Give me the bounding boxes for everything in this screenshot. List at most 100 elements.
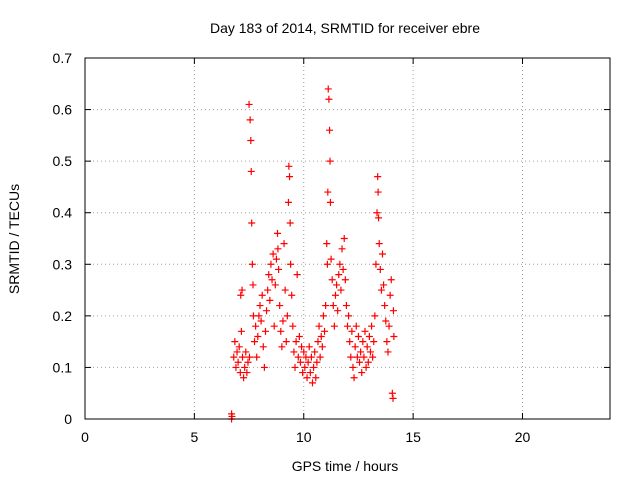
data-point bbox=[309, 379, 316, 387]
data-point bbox=[377, 286, 385, 294]
data-point bbox=[248, 219, 256, 227]
data-point bbox=[284, 198, 292, 206]
data-point bbox=[253, 353, 261, 361]
x-axis-label: GPS time / hours bbox=[292, 458, 399, 474]
data-point bbox=[235, 343, 243, 351]
data-point bbox=[383, 338, 391, 346]
data-point bbox=[336, 260, 344, 268]
data-point bbox=[291, 363, 299, 371]
data-point bbox=[381, 302, 389, 310]
y-tick-label: 0.2 bbox=[53, 308, 73, 324]
data-point bbox=[272, 255, 280, 263]
data-point bbox=[282, 338, 290, 346]
data-point bbox=[330, 322, 338, 330]
x-tick-label: 15 bbox=[405, 429, 421, 445]
data-point bbox=[306, 369, 314, 377]
data-point bbox=[368, 322, 376, 330]
data-point bbox=[362, 363, 370, 371]
data-point bbox=[347, 353, 355, 361]
data-point bbox=[357, 348, 365, 356]
data-point bbox=[389, 394, 397, 402]
data-point bbox=[384, 348, 392, 356]
data-point bbox=[303, 374, 311, 382]
data-point bbox=[301, 363, 309, 371]
data-point bbox=[374, 173, 382, 181]
data-point bbox=[246, 353, 253, 361]
data-point bbox=[259, 343, 267, 351]
data-point bbox=[231, 338, 239, 346]
data-point bbox=[361, 327, 369, 335]
data-point bbox=[358, 369, 366, 377]
data-point bbox=[325, 95, 333, 103]
data-point bbox=[242, 348, 250, 356]
data-point bbox=[267, 260, 275, 268]
data-point bbox=[363, 343, 371, 351]
data-point bbox=[304, 358, 312, 366]
data-point bbox=[354, 332, 362, 340]
data-point bbox=[341, 276, 349, 284]
data-point bbox=[352, 322, 360, 330]
data-point bbox=[296, 358, 304, 366]
data-point bbox=[263, 307, 271, 315]
data-point bbox=[286, 173, 294, 181]
y-tick-label: 0.6 bbox=[53, 102, 73, 118]
data-point bbox=[261, 327, 269, 335]
data-point bbox=[232, 363, 240, 371]
data-point bbox=[247, 137, 255, 145]
data-point bbox=[290, 348, 298, 356]
x-tick-label: 20 bbox=[515, 429, 531, 445]
data-point bbox=[305, 343, 313, 351]
data-point bbox=[328, 276, 336, 284]
data-point bbox=[234, 358, 242, 366]
data-point bbox=[319, 312, 327, 320]
data-point bbox=[236, 369, 244, 377]
data-point bbox=[295, 332, 303, 340]
data-point bbox=[324, 188, 332, 196]
data-point bbox=[294, 353, 302, 361]
data-point bbox=[317, 332, 325, 340]
data-point bbox=[379, 250, 386, 258]
x-tick-label: 10 bbox=[296, 429, 312, 445]
data-point bbox=[239, 353, 246, 361]
data-point bbox=[266, 296, 274, 304]
data-point bbox=[257, 317, 265, 325]
data-point bbox=[334, 307, 342, 315]
data-point bbox=[356, 358, 364, 366]
grid bbox=[85, 58, 610, 419]
data-point bbox=[260, 363, 268, 371]
data-point bbox=[293, 271, 301, 279]
data-point bbox=[321, 327, 329, 335]
data-point bbox=[280, 240, 288, 248]
data-point bbox=[373, 209, 381, 217]
data-point bbox=[247, 167, 255, 175]
data-point bbox=[389, 307, 397, 315]
data-point bbox=[322, 302, 330, 310]
data-point bbox=[255, 312, 263, 320]
data-point bbox=[318, 343, 326, 351]
data-point bbox=[339, 265, 347, 273]
data-point bbox=[345, 312, 353, 320]
data-point bbox=[326, 198, 334, 206]
data-point bbox=[375, 240, 383, 248]
data-point bbox=[246, 116, 254, 124]
axes: 0 5 10 15 20 0 0.1 0.2 0.3 0.4 0.5 0.6 0.7 bbox=[53, 50, 610, 445]
data-point bbox=[249, 281, 257, 289]
data-point bbox=[286, 219, 294, 227]
data-point bbox=[311, 348, 319, 356]
data-point bbox=[243, 369, 251, 377]
y-axis-label: SRMTID / TECUs bbox=[6, 184, 22, 294]
data-point bbox=[248, 260, 256, 268]
data-point bbox=[270, 322, 278, 330]
plot-frame bbox=[84, 57, 611, 420]
data-point bbox=[299, 369, 307, 377]
data-point bbox=[386, 291, 394, 299]
data-point bbox=[281, 286, 289, 294]
data-point bbox=[390, 332, 398, 340]
data-point bbox=[365, 332, 373, 340]
data-point bbox=[340, 235, 348, 242]
data-point bbox=[310, 363, 318, 371]
data-point bbox=[289, 322, 297, 330]
data-point bbox=[380, 281, 388, 289]
data-point bbox=[372, 260, 380, 268]
data-point bbox=[376, 265, 384, 273]
